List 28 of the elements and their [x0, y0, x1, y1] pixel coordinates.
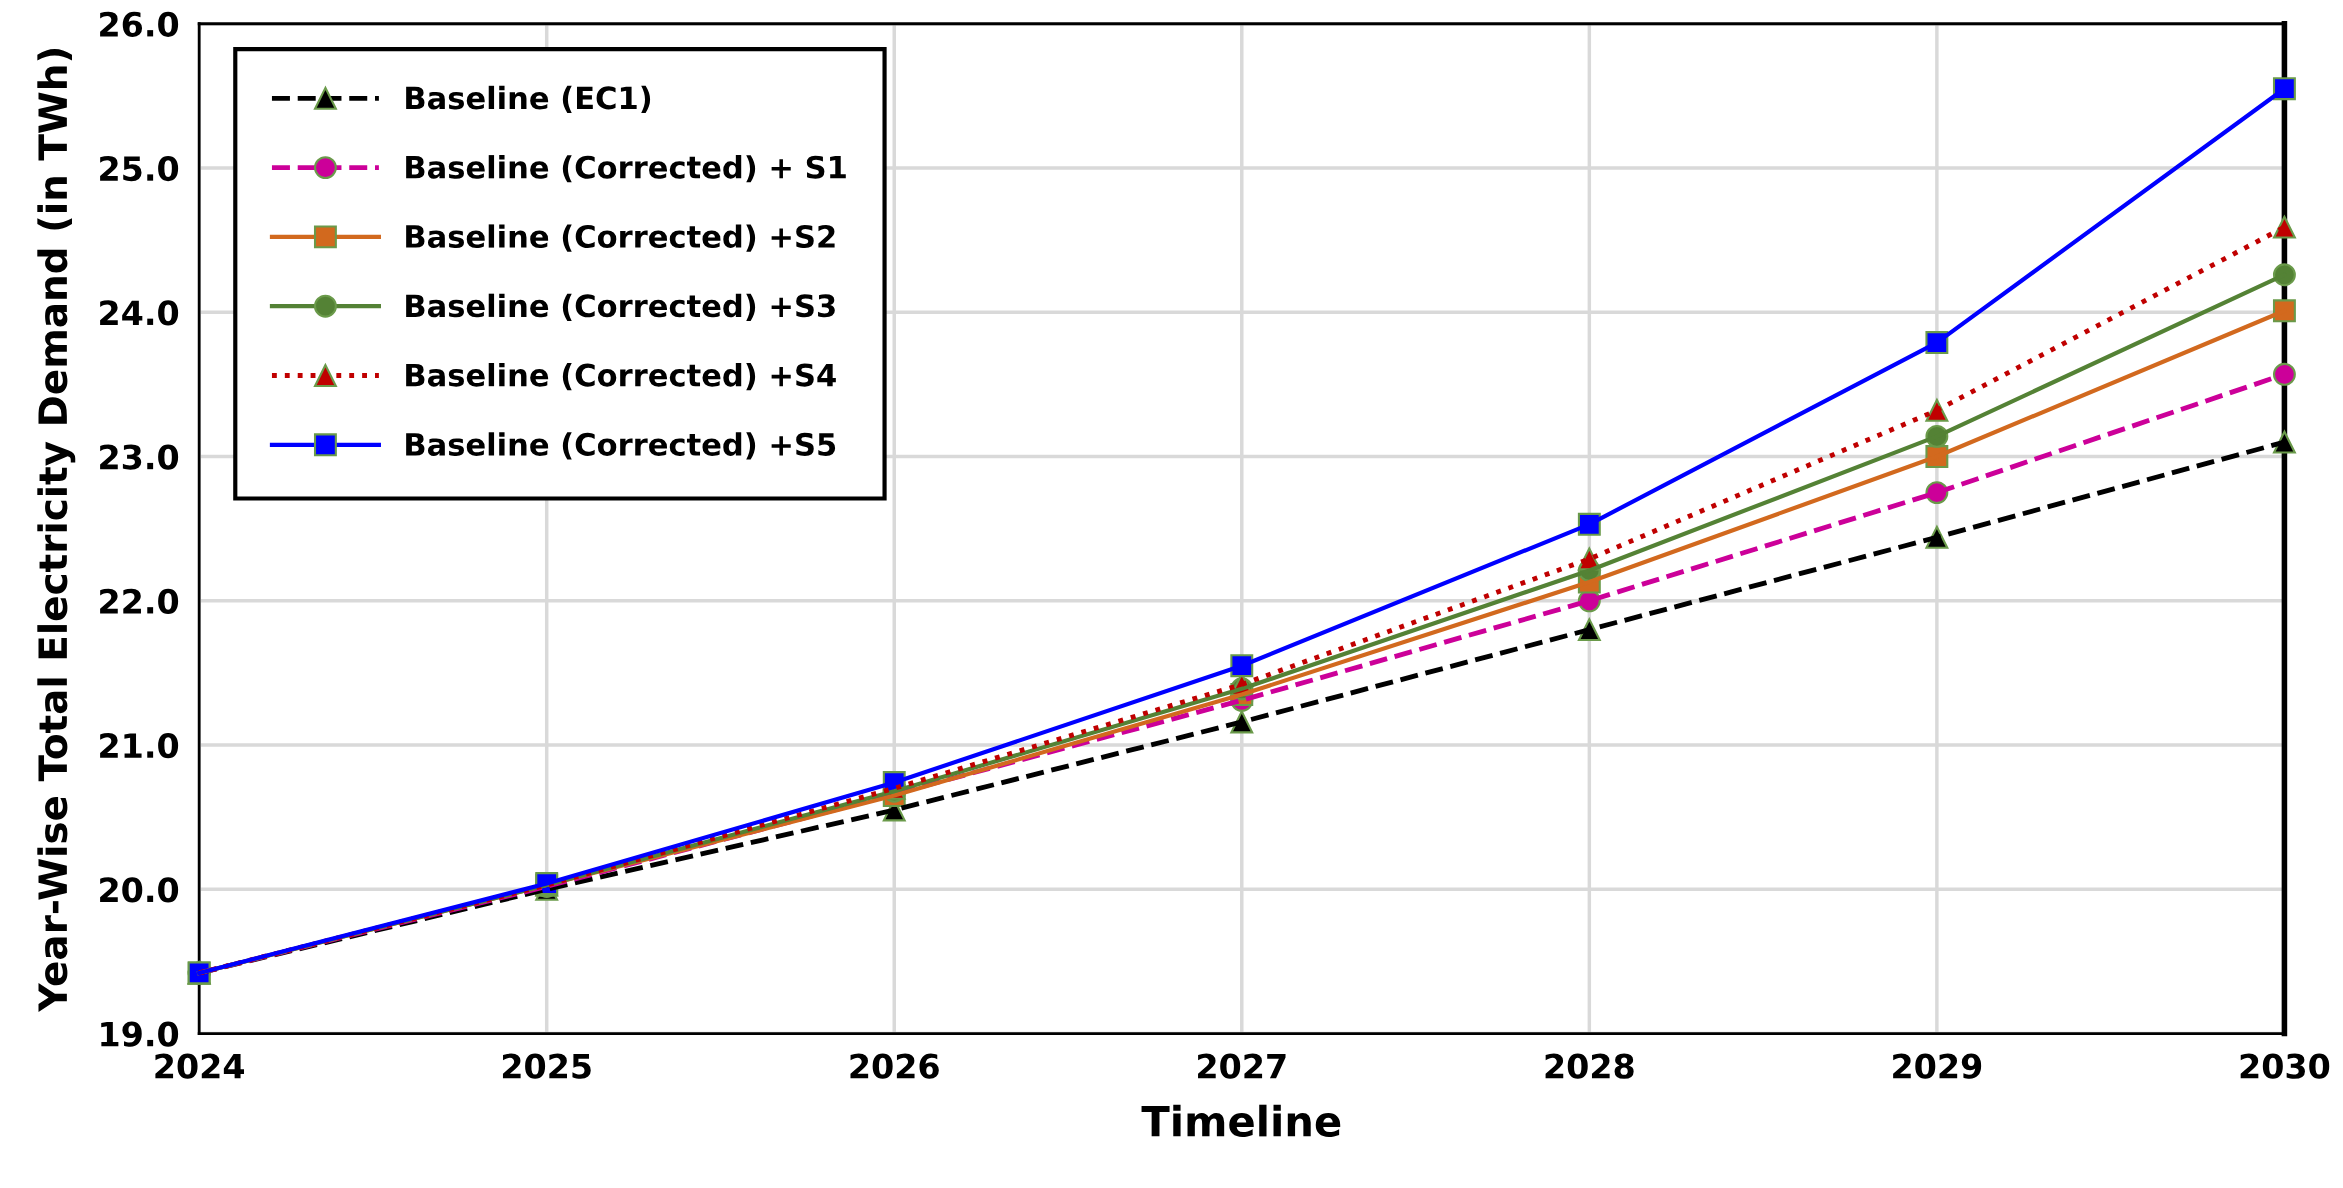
y-tick-label: 24.0 [100, 300, 179, 326]
y-tick-label: 26.0 [100, 11, 179, 37]
y-axis-title: Year-Wise Total Electricity Demand (in TWh) [37, 49, 76, 1012]
y-tick-label: 22.0 [100, 588, 179, 614]
point [2272, 215, 2296, 239]
x-tick-label: 2024 [155, 1053, 245, 1079]
y-tick-label: 23.0 [100, 444, 179, 470]
x-tick-label: 2027 [1198, 1053, 1286, 1079]
point [2272, 430, 2296, 454]
y-tick-label: 19.0 [101, 1021, 179, 1047]
y-tick-label: 20.0 [100, 877, 179, 903]
x-tick-label: 2029 [1893, 1053, 1982, 1079]
x-tick-label: 2025 [502, 1053, 591, 1079]
legend-label: Baseline (Corrected) +S5 [406, 432, 836, 460]
legend-label: Baseline (EC1) [406, 85, 651, 114]
legend-label: Baseline (Corrected) +S4 [406, 362, 836, 391]
x-axis-title: Timeline [1141, 1104, 1341, 1137]
point [1925, 398, 1949, 422]
x-tick-label: 2030 [2240, 1053, 2330, 1079]
point [2272, 362, 2296, 386]
x-tick-label: 2026 [850, 1053, 939, 1079]
point [2272, 299, 2296, 323]
y-tick-label: 25.0 [100, 155, 179, 182]
legend-label: Baseline (Corrected) + S1 [406, 155, 846, 183]
legend-label: Baseline (Corrected) +S3 [406, 293, 835, 321]
legend-label: Baseline (Corrected) +S2 [406, 224, 835, 252]
y-tick-label: 21.0 [100, 732, 179, 759]
x-tick-label: 2028 [1545, 1053, 1634, 1079]
